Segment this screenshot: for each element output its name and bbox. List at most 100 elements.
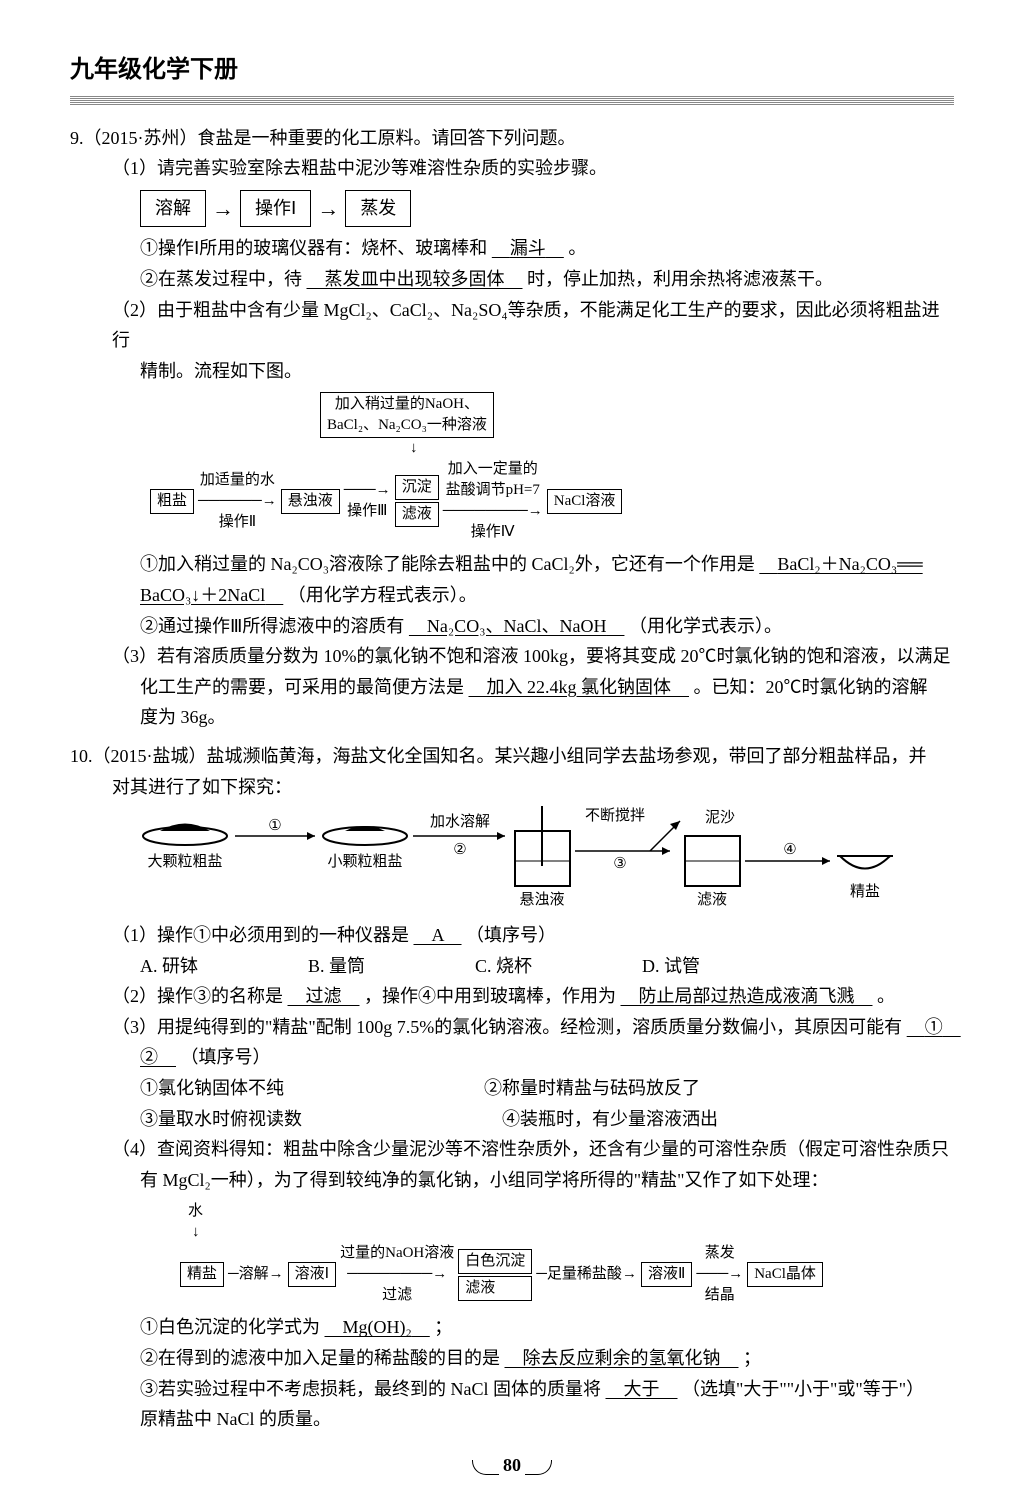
text: 时，停止加热，利用余热将滤液蒸干。 (527, 269, 833, 289)
q10-4b: 有 MgCl₂一种），为了得到较纯净的氯化钠，小组同学将所得的"精盐"又作了如下… (70, 1165, 954, 1196)
q10-4-1: ①白色沉淀的化学式为 Mg(OH)₂ ； (70, 1312, 954, 1343)
dia2-n4: 滤液 (458, 1276, 532, 1301)
q10-1-options: A. 研钵 B. 量筒 C. 烧杯 D. 试管 (70, 951, 954, 982)
text: ①白色沉淀的化学式为 (140, 1317, 320, 1337)
q10-4-3b: 原精盐中 NaCl 的质量。 (70, 1404, 954, 1435)
svg-text:④: ④ (783, 842, 796, 858)
q9-1: （1）请完善实验室除去粗盐中泥沙等难溶性杂质的实验步骤。 (70, 153, 954, 184)
text: （填序号） (466, 925, 556, 945)
q10-3-reasons-row1: ①氯化钠固体不纯 ②称量时精盐与砝码放反了 (70, 1073, 954, 1104)
answer-blank: Mg(OH)₂ (325, 1317, 430, 1337)
dia2-e2: 过量的NaOH溶液 (340, 1245, 454, 1261)
svg-text:①: ① (268, 818, 281, 834)
flow-box-evap: 蒸发 (345, 190, 411, 227)
text: 。已知：20℃时氯化钠的溶解 (694, 677, 928, 697)
dia-e2: 操作Ⅲ (347, 503, 387, 519)
q9-flow: 溶解 → 操作Ⅰ → 蒸发 (140, 190, 954, 227)
svg-text:滤液: 滤液 (697, 891, 727, 908)
dia-top2: BaCl₂、Na₂CO₃一种溶液 (327, 415, 487, 436)
answer-blank: 大于 (606, 1379, 678, 1399)
answer-blank: 除去反应剩余的氢氧化钠 (505, 1348, 739, 1368)
answer-blank: ① (907, 1017, 961, 1037)
text: （1）操作①中必须用到的一种仪器是 (112, 925, 409, 945)
q9-2-1: ①加入稍过量的 Na₂CO₃溶液除了能除去粗盐中的 CaCl₂外，它还有一个作用… (70, 549, 954, 580)
q9-2-1b: BaCO₃↓＋2NaCl （用化学方程式表示）。 (70, 580, 954, 611)
arrow-icon: → (317, 190, 339, 227)
q9-2: （2）由于粗盐中含有少量 MgCl₂、CaCl₂、Na₂SO₄等杂质，不能满足化… (70, 295, 954, 356)
text: （2）操作③的名称是 (112, 986, 283, 1006)
dia-n5: NaCl溶液 (547, 489, 623, 514)
dia2-n1: 精盐 (180, 1262, 224, 1287)
reason-1: ①氯化钠固体不纯 (140, 1073, 284, 1104)
option-d: D. 试管 (642, 951, 700, 982)
svg-text:大颗粒粗盐: 大颗粒粗盐 (147, 853, 222, 870)
answer-blank: 过滤 (288, 986, 360, 1006)
dia2-n5: 溶液Ⅱ (641, 1262, 692, 1287)
reason-2: ②称量时精盐与砝码放反了 (484, 1073, 700, 1104)
arrow-icon: → (212, 190, 234, 227)
dia2-e4b: 结晶 (705, 1287, 735, 1303)
page-number: 80 (472, 1450, 552, 1481)
q10-3b: ② （填序号） (70, 1042, 954, 1073)
q9-1-1: ①操作Ⅰ所用的玻璃仪器有：烧杯、玻璃棒和 漏斗 。 (70, 233, 954, 264)
text: 。 (568, 238, 586, 258)
q10-3: （3）用提纯得到的"精盐"配制 100g 7.5%的氯化钠溶液。经检测，溶质质量… (70, 1012, 954, 1043)
text: ②在得到的滤液中加入足量的稀盐酸的目的是 (140, 1348, 500, 1368)
text: （填序号） (181, 1047, 271, 1067)
dia2-n6: NaCl晶体 (747, 1262, 823, 1287)
text: （用化学式表示）。 (629, 616, 782, 636)
text: （用化学方程式表示）。 (288, 585, 477, 605)
answer-blank: Na₂CO₃、NaCl、NaOH (409, 616, 625, 636)
q9-stem: 9.（2015·苏州）食盐是一种重要的化工原料。请回答下列问题。 (70, 123, 954, 154)
q10-diagram2: 水 ↓ 精盐 ─溶解→ 溶液Ⅰ 过量的NaOH溶液 ────────→ 过滤 白… (180, 1201, 954, 1306)
header-divider (70, 95, 954, 105)
svg-text:③: ③ (613, 856, 626, 872)
dia-n2: 悬浊液 (281, 489, 340, 514)
answer-blank: 防止局部过热造成液滴飞溅 (621, 986, 873, 1006)
question-9: 9.（2015·苏州）食盐是一种重要的化工原料。请回答下列问题。 （1）请完善实… (70, 123, 954, 733)
q10-4: （4）查阅资料得知：粗盐中除含少量泥沙等不溶性杂质外，还含有少量的可溶性杂质（假… (70, 1134, 954, 1165)
q10-3-reasons-row2: ③量取水时俯视读数 ④装瓶时，有少量溶液洒出 (70, 1104, 954, 1135)
svg-text:不断搅拌: 不断搅拌 (585, 807, 645, 824)
svg-text:悬浊液: 悬浊液 (519, 891, 564, 908)
q9-3c: 度为 36g。 (70, 702, 954, 733)
svg-text:精盐: 精盐 (850, 883, 880, 900)
svg-text:小颗粒粗盐: 小颗粒粗盐 (327, 853, 402, 870)
text: ③若实验过程中不考虑损耗，最终到的 NaCl 固体的质量将 (140, 1379, 601, 1399)
answer-blank: 蒸发皿中出现较多固体 (307, 269, 523, 289)
dia-e3c: 操作Ⅳ (471, 524, 515, 540)
q9-3: （3）若有溶质质量分数为 10%的氯化钠不饱和溶液 100kg，要将其变成 20… (70, 641, 954, 672)
text: ②在蒸发过程中，待 (140, 269, 302, 289)
text: （选填"大于""小于"或"等于"） (682, 1379, 924, 1399)
dia2-e2b: 过滤 (382, 1287, 412, 1303)
q10-stem-b: 对其进行了如下探究： (70, 772, 954, 803)
dia-e1b: 操作Ⅱ (219, 514, 256, 530)
q9-2-2: ②通过操作Ⅲ所得滤液中的溶质有 Na₂CO₃、NaCl、NaOH （用化学式表示… (70, 611, 954, 642)
text: ①操作Ⅰ所用的玻璃仪器有：烧杯、玻璃棒和 (140, 238, 487, 258)
text: ； (434, 1317, 452, 1337)
dia-n3: 沉淀 (395, 475, 439, 500)
dia-n4: 滤液 (395, 502, 439, 527)
q9-2b: 精制。流程如下图。 (70, 356, 954, 387)
option-b: B. 量筒 (308, 951, 365, 982)
answer-blank: A (414, 925, 462, 945)
q9-1-2: ②在蒸发过程中，待 蒸发皿中出现较多固体 时，停止加热，利用余热将滤液蒸干。 (70, 264, 954, 295)
option-a: A. 研钵 (140, 951, 198, 982)
reason-4: ④装瓶时，有少量溶液洒出 (502, 1104, 718, 1135)
q10-experiment-diagram: 大颗粒粗盐 ① 小颗粒粗盐 加水溶解 ② 悬浊液 不断搅拌 ③ 泥沙 滤液 ④ (130, 806, 910, 916)
dia2-e4: 蒸发 (705, 1245, 735, 1261)
text: ，操作④中用到玻璃棒，作用为 (364, 986, 616, 1006)
text: 。 (877, 986, 895, 1006)
page-title: 九年级化学下册 (70, 50, 954, 91)
answer-blank: BaCl₂＋Na₂CO₃══ (759, 554, 922, 574)
q10-stem: 10.（2015·盐城）盐城濒临黄海，海盐文化全国知名。某兴趣小组同学去盐场参观… (70, 741, 954, 772)
text: （3）用提纯得到的"精盐"配制 100g 7.5%的氯化钠溶液。经检测，溶质质量… (112, 1017, 902, 1037)
dia-e3b: 盐酸调节pH=7 (446, 482, 540, 498)
text: ； (743, 1348, 761, 1368)
question-10: 10.（2015·盐城）盐城濒临黄海，海盐文化全国知名。某兴趣小组同学去盐场参观… (70, 741, 954, 1435)
reason-3: ③量取水时俯视读数 (140, 1104, 302, 1135)
dia2-n3: 白色沉淀 (458, 1249, 532, 1274)
option-c: C. 烧杯 (475, 951, 532, 982)
svg-text:②: ② (453, 842, 466, 858)
dia-n1: 粗盐 (150, 489, 194, 514)
